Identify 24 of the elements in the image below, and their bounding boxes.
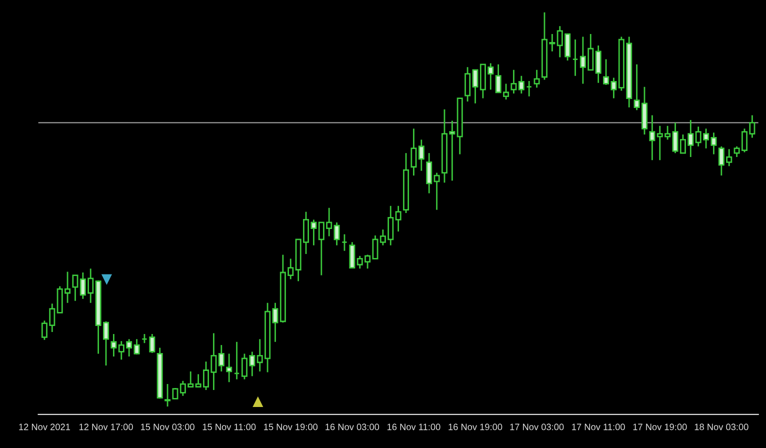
candlestick xyxy=(649,114,656,161)
x-tick-label: 15 Nov 19:00 xyxy=(264,424,318,430)
candlestick xyxy=(226,353,232,383)
candlestick xyxy=(395,205,402,232)
x-tick-label: 16 Nov 11:00 xyxy=(387,424,440,430)
candlestick xyxy=(572,38,578,77)
x-tick-label: 18 Nov 03:00 xyxy=(694,424,748,430)
candlestick xyxy=(218,344,224,372)
candlestick xyxy=(595,44,602,84)
x-tick-label: 15 Nov 03:00 xyxy=(140,424,194,430)
x-tick-label: 12 Nov 17:00 xyxy=(79,424,133,430)
candlestick xyxy=(426,152,432,194)
x-tick-label: 17 Nov 11:00 xyxy=(572,424,625,430)
candlestick xyxy=(418,138,424,172)
candlestick xyxy=(410,128,417,176)
candlestick xyxy=(526,80,532,98)
x-tick-label: 12 Nov 2021 xyxy=(19,424,70,430)
candlestick xyxy=(234,341,240,380)
x-tick-label: 16 Nov 19:00 xyxy=(448,424,502,430)
x-tick-label: 15 Nov 11:00 xyxy=(202,424,256,430)
x-tick-label: 17 Nov 03:00 xyxy=(510,424,564,430)
x-tick-label: 17 Nov 19:00 xyxy=(633,424,687,430)
x-tick-label: 16 Nov 03:00 xyxy=(326,424,380,430)
candlestick xyxy=(110,333,117,358)
